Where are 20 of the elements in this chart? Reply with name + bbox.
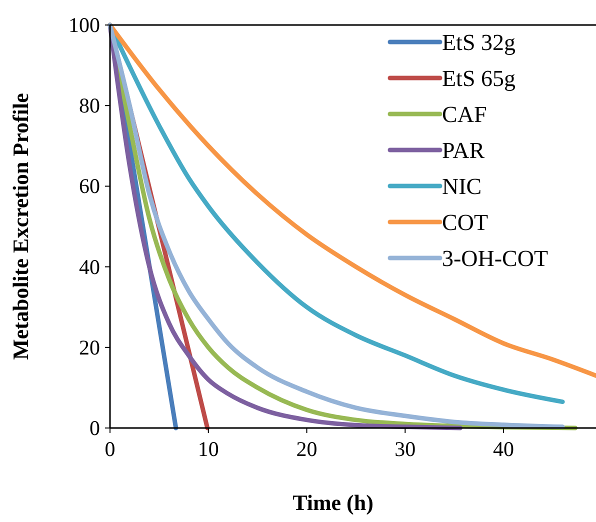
y-tick-label: 60 [79,174,100,198]
y-tick-label: 80 [79,94,100,118]
y-tick-label: 40 [79,254,100,279]
legend-label: EtS 65g [442,66,516,91]
y-tick-label: 100 [68,13,100,37]
x-axis-title: Time (h) [292,490,374,515]
legend-label: 3-OH-COT [442,246,548,271]
legend-label: PAR [442,138,486,163]
y-tick-label: 20 [79,335,100,360]
x-tick-label: 40 [493,437,514,461]
x-tick-label: 10 [198,437,219,461]
y-tick-label: 0 [90,416,100,440]
legend-label: NIC [442,174,482,199]
legend-label: COT [442,210,488,235]
x-tick-label: 0 [104,437,116,461]
legend-label: EtS 32g [442,30,516,55]
x-tick-label: 30 [394,437,416,461]
y-axis-title: Metabolite Excretion Profile [8,92,33,360]
legend-label: CAF [442,102,487,127]
x-tick-label: 20 [296,437,318,461]
